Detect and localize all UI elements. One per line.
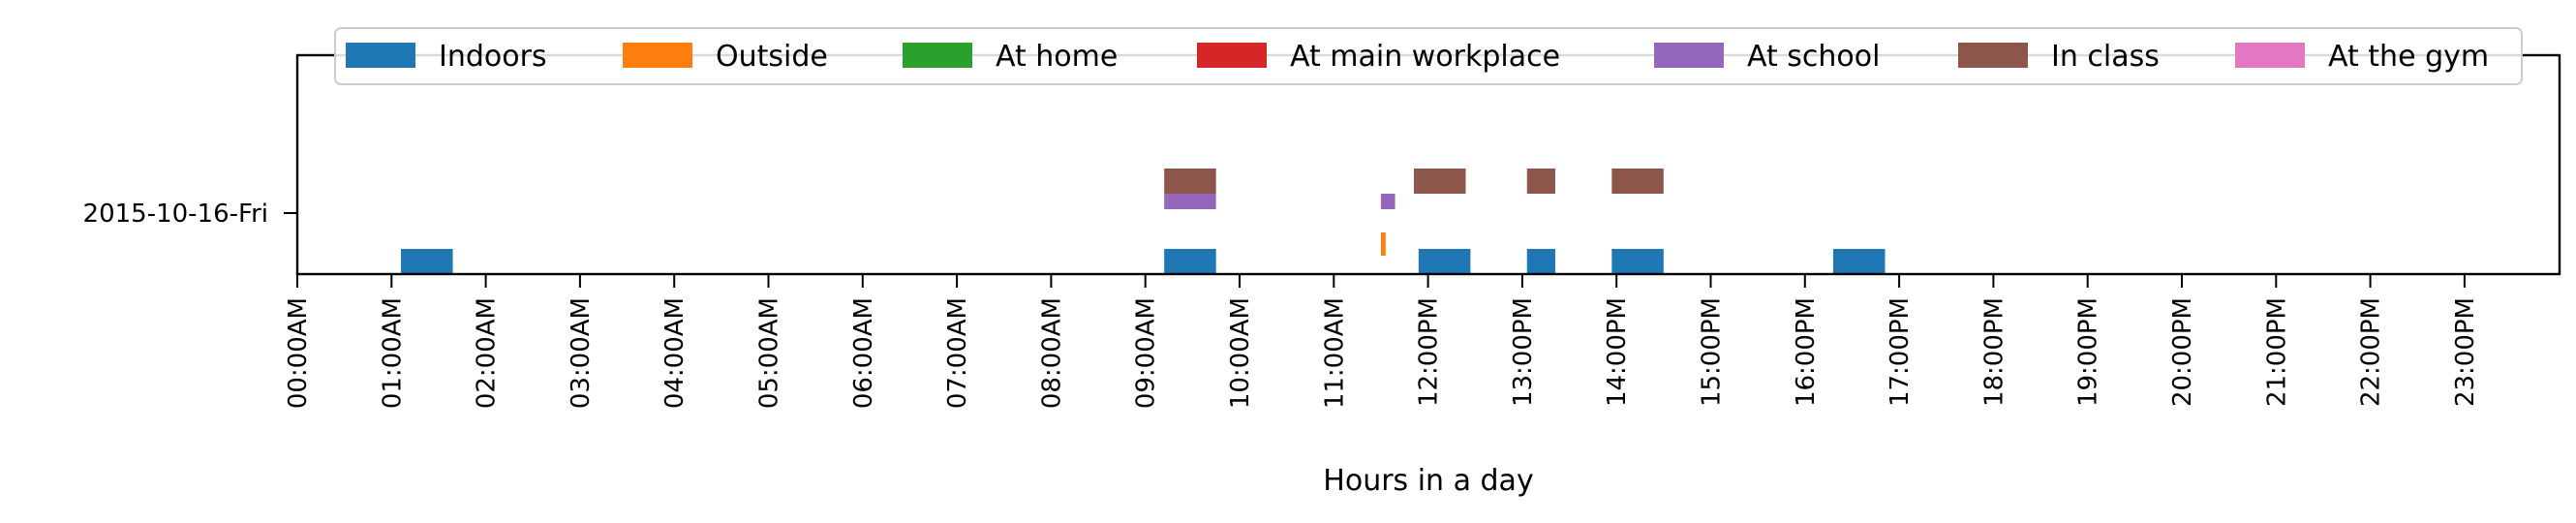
chart-marks [401, 169, 1886, 274]
x-tick-label: 05:00AM [755, 297, 784, 409]
legend-label-at-school: At school [1747, 40, 1880, 74]
legend-swatch-at-school [1654, 43, 1724, 68]
x-tick-label: 10:00AM [1226, 297, 1255, 409]
x-tick-label: 16:00PM [1792, 297, 1821, 407]
x-tick-label: 17:00PM [1886, 297, 1915, 407]
x-tick-label: 07:00AM [943, 297, 972, 409]
x-tick-label: 13:00PM [1509, 297, 1538, 407]
x-tick-label: 15:00PM [1698, 297, 1727, 407]
x-tick-label: 12:00PM [1415, 297, 1444, 407]
legend-label-at-home: At home [996, 40, 1118, 74]
legend-swatch-at-home [903, 43, 972, 68]
x-tick-label: 09:00AM [1132, 297, 1161, 409]
legend-box [334, 27, 2523, 85]
x-axis-label: Hours in a day [1323, 464, 1533, 498]
bar-in-class [1526, 169, 1555, 194]
x-tick-label: 23:00PM [2451, 297, 2480, 407]
y-tick-label: 2015-10-16-Fri [83, 200, 268, 229]
x-tick-label: 11:00AM [1320, 297, 1349, 409]
x-tick-label: 00:00AM [284, 297, 313, 409]
bar-indoors [1418, 249, 1471, 274]
legend-label-outside: Outside [716, 40, 828, 74]
y-axis: 2015-10-16-Fri [83, 200, 297, 229]
legend-label-at-the-gym: At the gym [2328, 40, 2489, 74]
bar-indoors [401, 249, 453, 274]
x-tick-label: 14:00PM [1603, 297, 1632, 407]
x-tick-label: 22:00PM [2357, 297, 2386, 407]
legend-swatch-in-class [1958, 43, 2028, 68]
legend-swatch-at-the-gym [2235, 43, 2305, 68]
bar-outside [1380, 232, 1386, 256]
legend-label-in-class: In class [2051, 40, 2160, 74]
bar-in-class [1164, 169, 1216, 194]
bar-in-class [1414, 169, 1466, 194]
legend-swatch-outside [623, 43, 692, 68]
x-tick-label: 03:00AM [567, 297, 596, 409]
x-tick-label: 18:00PM [1979, 297, 2009, 407]
x-tick-label: 04:00AM [660, 297, 690, 409]
x-tick-label: 02:00AM [473, 297, 502, 409]
bar-in-class [1611, 169, 1664, 194]
x-tick-label: 20:00PM [2168, 297, 2197, 407]
legend-label-indoors: Indoors [439, 40, 547, 74]
bar-indoors [1164, 249, 1216, 274]
bar-at-school [1380, 194, 1395, 209]
x-tick-label: 19:00PM [2074, 297, 2103, 407]
legend-label-at-main-workplace: At main workplace [1290, 40, 1560, 74]
bar-indoors [1611, 249, 1664, 274]
legend: Indoors Outside At home At main workplace At… [334, 27, 2523, 85]
legend-swatch-indoors [346, 43, 415, 68]
x-tick-label: 01:00AM [378, 297, 407, 409]
bar-indoors [1832, 249, 1886, 274]
bar-indoors [1526, 249, 1555, 274]
x-axis: 00:00AM 01:00AM 02:00AM 03:00AM 04:00AM 05:00… [284, 274, 2480, 409]
legend-swatch-at-main-workplace [1197, 43, 1267, 68]
x-tick-label: 21:00PM [2262, 297, 2291, 407]
bar-at-school [1164, 194, 1216, 209]
x-tick-label: 06:00AM [849, 297, 878, 409]
x-tick-label: 08:00AM [1037, 297, 1066, 409]
